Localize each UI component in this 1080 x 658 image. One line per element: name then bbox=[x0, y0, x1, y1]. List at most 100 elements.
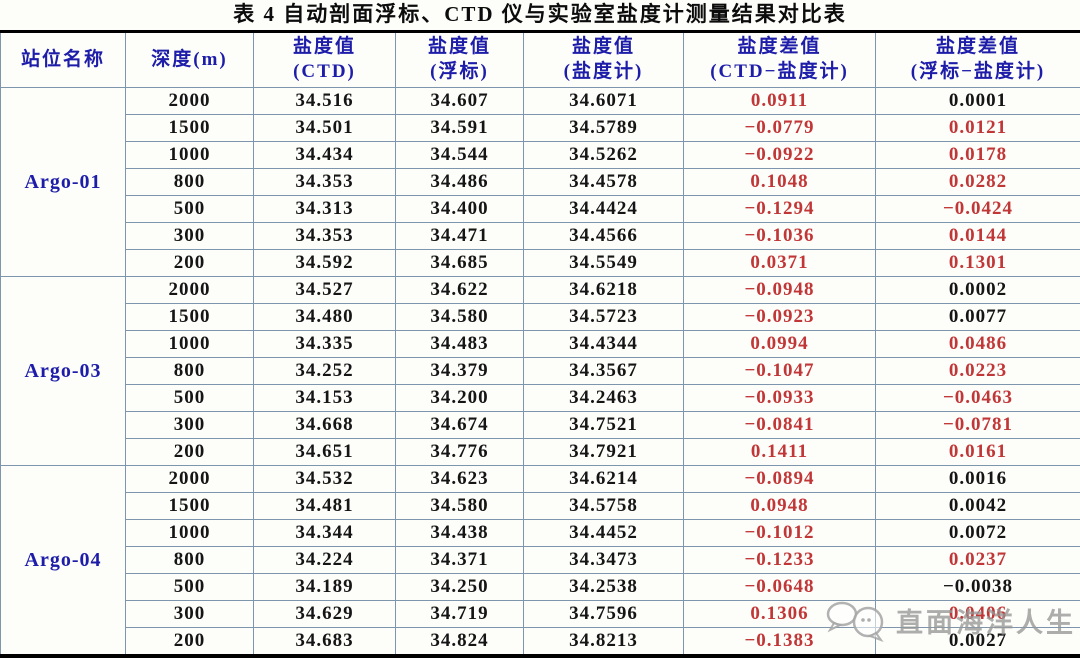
cell-salinity-buoy: 34.622 bbox=[396, 277, 524, 304]
cell-depth: 1500 bbox=[126, 493, 254, 520]
cell-salinity-salinometer: 34.4452 bbox=[524, 520, 684, 547]
cell-salinity-buoy: 34.438 bbox=[396, 520, 524, 547]
cell-salinity-salinometer: 34.8213 bbox=[524, 628, 684, 657]
cell-salinity-ctd: 34.313 bbox=[254, 196, 396, 223]
cell-salinity-ctd: 34.353 bbox=[254, 223, 396, 250]
column-header: 盐度值(浮标) bbox=[396, 32, 524, 88]
cell-salinity-ctd: 34.668 bbox=[254, 412, 396, 439]
cell-diff-ctd-salinometer: −0.0779 bbox=[684, 115, 876, 142]
cell-depth: 300 bbox=[126, 223, 254, 250]
cell-salinity-buoy: 34.623 bbox=[396, 466, 524, 493]
cell-depth: 1500 bbox=[126, 304, 254, 331]
cell-depth: 800 bbox=[126, 547, 254, 574]
column-header: 盐度值(盐度计) bbox=[524, 32, 684, 88]
cell-depth: 200 bbox=[126, 250, 254, 277]
cell-diff-ctd-salinometer: −0.0894 bbox=[684, 466, 876, 493]
cell-diff-buoy-salinometer: 0.0121 bbox=[876, 115, 1080, 142]
column-header: 站位名称 bbox=[1, 32, 126, 88]
cell-depth: 200 bbox=[126, 439, 254, 466]
cell-salinity-ctd: 34.189 bbox=[254, 574, 396, 601]
cell-salinity-buoy: 34.580 bbox=[396, 493, 524, 520]
cell-diff-ctd-salinometer: 0.1048 bbox=[684, 169, 876, 196]
cell-depth: 300 bbox=[126, 601, 254, 628]
cell-depth: 2000 bbox=[126, 466, 254, 493]
cell-diff-buoy-salinometer: 0.0223 bbox=[876, 358, 1080, 385]
cell-diff-buoy-salinometer: −0.0038 bbox=[876, 574, 1080, 601]
station-name: Argo-01 bbox=[1, 88, 126, 277]
cell-salinity-buoy: 34.674 bbox=[396, 412, 524, 439]
cell-salinity-salinometer: 34.4424 bbox=[524, 196, 684, 223]
comparison-table: 站位名称深度(m)盐度值(CTD)盐度值(浮标)盐度值(盐度计)盐度差值(CTD… bbox=[0, 30, 1080, 658]
cell-depth: 1000 bbox=[126, 142, 254, 169]
cell-depth: 1500 bbox=[126, 115, 254, 142]
cell-salinity-buoy: 34.379 bbox=[396, 358, 524, 385]
cell-salinity-ctd: 34.224 bbox=[254, 547, 396, 574]
cell-salinity-buoy: 34.471 bbox=[396, 223, 524, 250]
cell-depth: 800 bbox=[126, 358, 254, 385]
cell-salinity-buoy: 34.824 bbox=[396, 628, 524, 657]
cell-diff-buoy-salinometer: 0.0002 bbox=[876, 277, 1080, 304]
cell-diff-buoy-salinometer: 0.0486 bbox=[876, 331, 1080, 358]
cell-salinity-ctd: 34.651 bbox=[254, 439, 396, 466]
cell-depth: 200 bbox=[126, 628, 254, 657]
table-title: 表 4 自动剖面浮标、CTD 仪与实验室盐度计测量结果对比表 bbox=[0, 0, 1080, 30]
cell-salinity-ctd: 34.480 bbox=[254, 304, 396, 331]
cell-salinity-buoy: 34.591 bbox=[396, 115, 524, 142]
cell-salinity-salinometer: 34.6214 bbox=[524, 466, 684, 493]
cell-salinity-buoy: 34.580 bbox=[396, 304, 524, 331]
cell-depth: 2000 bbox=[126, 88, 254, 115]
cell-depth: 1000 bbox=[126, 520, 254, 547]
cell-salinity-buoy: 34.200 bbox=[396, 385, 524, 412]
cell-diff-buoy-salinometer: 0.0027 bbox=[876, 628, 1080, 657]
cell-diff-ctd-salinometer: −0.0948 bbox=[684, 277, 876, 304]
cell-salinity-buoy: 34.776 bbox=[396, 439, 524, 466]
cell-salinity-salinometer: 34.5723 bbox=[524, 304, 684, 331]
cell-depth: 500 bbox=[126, 574, 254, 601]
cell-diff-ctd-salinometer: −0.0922 bbox=[684, 142, 876, 169]
cell-salinity-ctd: 34.683 bbox=[254, 628, 396, 657]
cell-salinity-salinometer: 34.5789 bbox=[524, 115, 684, 142]
station-name: Argo-03 bbox=[1, 277, 126, 466]
cell-salinity-buoy: 34.250 bbox=[396, 574, 524, 601]
cell-salinity-buoy: 34.544 bbox=[396, 142, 524, 169]
cell-diff-buoy-salinometer: 0.0072 bbox=[876, 520, 1080, 547]
cell-diff-buoy-salinometer: 0.0237 bbox=[876, 547, 1080, 574]
cell-salinity-ctd: 34.481 bbox=[254, 493, 396, 520]
cell-salinity-ctd: 34.153 bbox=[254, 385, 396, 412]
cell-salinity-salinometer: 34.7521 bbox=[524, 412, 684, 439]
cell-salinity-salinometer: 34.6071 bbox=[524, 88, 684, 115]
cell-diff-ctd-salinometer: 0.0994 bbox=[684, 331, 876, 358]
cell-diff-buoy-salinometer: −0.0424 bbox=[876, 196, 1080, 223]
cell-diff-buoy-salinometer: −0.0781 bbox=[876, 412, 1080, 439]
cell-depth: 500 bbox=[126, 385, 254, 412]
cell-salinity-salinometer: 34.4344 bbox=[524, 331, 684, 358]
cell-diff-buoy-salinometer: 0.0016 bbox=[876, 466, 1080, 493]
cell-salinity-ctd: 34.532 bbox=[254, 466, 396, 493]
cell-diff-buoy-salinometer: 0.0001 bbox=[876, 88, 1080, 115]
cell-salinity-salinometer: 34.2463 bbox=[524, 385, 684, 412]
cell-diff-ctd-salinometer: −0.0933 bbox=[684, 385, 876, 412]
cell-diff-buoy-salinometer: 0.0406 bbox=[876, 601, 1080, 628]
cell-salinity-ctd: 34.592 bbox=[254, 250, 396, 277]
column-header: 盐度值(CTD) bbox=[254, 32, 396, 88]
cell-diff-ctd-salinometer: −0.1294 bbox=[684, 196, 876, 223]
column-header: 盐度差值(浮标−盐度计) bbox=[876, 32, 1080, 88]
cell-depth: 300 bbox=[126, 412, 254, 439]
cell-diff-buoy-salinometer: 0.1301 bbox=[876, 250, 1080, 277]
cell-diff-buoy-salinometer: 0.0077 bbox=[876, 304, 1080, 331]
cell-salinity-buoy: 34.685 bbox=[396, 250, 524, 277]
